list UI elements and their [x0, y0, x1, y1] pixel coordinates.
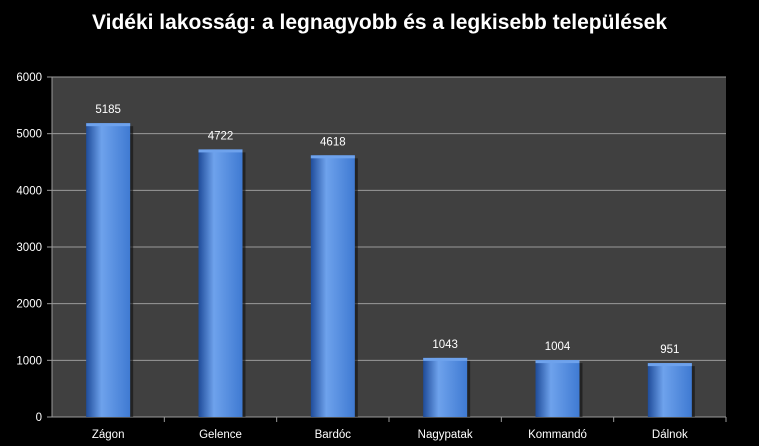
data-label: 1004	[545, 341, 571, 353]
x-tick-label: Dálnok	[652, 429, 688, 441]
gridlines	[52, 76, 726, 361]
data-label: 4722	[208, 130, 234, 142]
bar-top-cap	[647, 363, 692, 367]
data-label: 1043	[432, 339, 458, 351]
data-label: 5185	[95, 104, 121, 116]
x-tick-label: Gelence	[199, 429, 242, 441]
y-tick-label: 1000	[16, 355, 42, 367]
bar-top-cap	[86, 123, 131, 127]
bar-0	[86, 123, 131, 417]
bar-top-cap	[310, 155, 355, 159]
bar-4	[535, 360, 580, 417]
y-tick-label: 2000	[16, 299, 42, 311]
chart-title: Vidéki lakosság: a legnagyobb és a legki…	[91, 11, 668, 34]
y-tick-label: 5000	[16, 129, 42, 141]
y-tick-label: 3000	[16, 242, 42, 254]
axes	[47, 76, 727, 422]
x-tick-label: Nagypatak	[418, 429, 473, 441]
data-label: 4618	[320, 136, 346, 148]
labels: 0 1000 2000 3000 4000 5000 6000 5185 Zágon 4722 Ge…	[16, 72, 688, 441]
y-tick-label: 0	[36, 412, 42, 424]
x-tick-label: Bardóc	[315, 429, 352, 441]
bar-3	[423, 357, 468, 417]
bar-top-cap	[198, 149, 243, 153]
x-tick-label: Kommandó	[528, 429, 587, 441]
y-tick-label: 6000	[16, 72, 42, 84]
bars	[86, 123, 695, 418]
data-label: 951	[660, 344, 679, 356]
bar-top-cap	[423, 357, 468, 361]
y-tick-label: 4000	[16, 185, 42, 197]
bar-top-cap	[535, 360, 580, 364]
bar-1	[198, 149, 243, 418]
bar-5	[647, 363, 692, 417]
x-tick-label: Zágon	[92, 429, 125, 441]
bar-2	[310, 155, 355, 417]
